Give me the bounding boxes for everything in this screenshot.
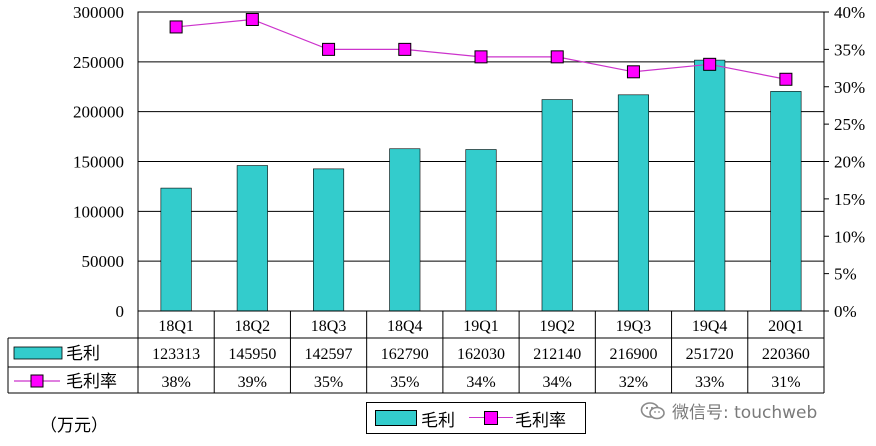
- table-value-rate: 39%: [238, 374, 267, 391]
- bar: [389, 148, 421, 312]
- table-value-bar: 212140: [533, 346, 581, 363]
- y-right-tick-label: 5%: [834, 265, 857, 284]
- y-right-tick-label: 25%: [834, 115, 865, 134]
- line-marker: [779, 72, 793, 86]
- x-tick-label: 19Q2: [539, 318, 575, 335]
- table-value-rate: 35%: [314, 374, 343, 391]
- line-marker: [550, 50, 564, 64]
- watermark: 微信号: touchweb: [640, 398, 817, 423]
- y-left-tick-label: 0: [116, 302, 125, 321]
- line-marker: [245, 12, 259, 26]
- table-value-bar: 123313: [152, 346, 200, 363]
- y-left-tick-label: 150000: [73, 153, 124, 172]
- table-value-bar: 162790: [381, 346, 429, 363]
- table-value-rate: 33%: [695, 374, 724, 391]
- legend-line-swatch: [469, 408, 513, 428]
- table-value-rate: 32%: [619, 374, 648, 391]
- row-bar-swatch: [13, 346, 63, 360]
- y-left-tick-label: 250000: [73, 53, 124, 72]
- x-tick-label: 19Q4: [692, 318, 728, 335]
- y-left-tick-label: 100000: [73, 202, 124, 221]
- table-value-bar: 162030: [457, 346, 505, 363]
- table-value-rate: 35%: [390, 374, 419, 391]
- line-marker: [398, 42, 412, 56]
- y-left-tick-label: 200000: [73, 103, 124, 122]
- table-value-bar: 220360: [762, 346, 810, 363]
- watermark-text: 微信号: touchweb: [672, 403, 818, 423]
- y-right-tick-label: 10%: [834, 227, 865, 246]
- x-tick-label: 18Q2: [235, 318, 271, 335]
- x-tick-label: 18Q3: [311, 318, 347, 335]
- bar: [694, 59, 726, 312]
- row-bar-label: 毛利: [66, 344, 100, 364]
- table-value-bar: 142597: [305, 346, 353, 363]
- bar: [160, 187, 192, 312]
- x-tick-label: 18Q4: [387, 318, 423, 335]
- y-right-tick-label: 0%: [834, 302, 857, 321]
- line-marker: [322, 42, 336, 56]
- row-line-marker: [30, 374, 44, 388]
- legend-bar-label: 毛利: [421, 410, 455, 431]
- line-marker: [169, 20, 183, 34]
- legend-bar-swatch: [375, 410, 417, 426]
- bar: [541, 99, 573, 312]
- y-right-tick-label: 35%: [834, 40, 865, 59]
- table-value-rate: 34%: [466, 374, 495, 391]
- bar: [617, 94, 649, 312]
- legend-line-label: 毛利率: [515, 410, 566, 431]
- unit-label: （万元）: [40, 416, 108, 436]
- line-marker: [626, 65, 640, 79]
- y-right-tick-label: 40%: [834, 3, 865, 22]
- table-value-rate: 31%: [771, 374, 800, 391]
- x-tick-label: 19Q1: [463, 318, 499, 335]
- table-value-bar: 216900: [609, 346, 657, 363]
- bar: [236, 165, 268, 312]
- table-value-rate: 38%: [161, 374, 190, 391]
- y-left-tick-label: 300000: [73, 3, 124, 22]
- bar: [465, 149, 497, 312]
- line-marker: [474, 50, 488, 64]
- bar: [313, 168, 345, 312]
- y-right-tick-label: 20%: [834, 153, 865, 172]
- x-tick-label: 18Q1: [158, 318, 194, 335]
- legend-line-marker: [484, 411, 498, 425]
- bar: [770, 91, 802, 312]
- x-tick-label: 20Q1: [768, 318, 804, 335]
- x-tick-label: 19Q3: [616, 318, 652, 335]
- y-right-tick-label: 30%: [834, 78, 865, 97]
- y-right-tick-label: 15%: [834, 190, 865, 209]
- line-marker: [703, 57, 717, 71]
- y-left-tick-label: 50000: [82, 252, 125, 271]
- chart-legend: 毛利 毛利率: [366, 402, 586, 434]
- table-value-rate: 34%: [543, 374, 572, 391]
- wechat-icon: [640, 401, 665, 419]
- table-value-bar: 145950: [228, 346, 276, 363]
- table-value-bar: 251720: [686, 346, 734, 363]
- row-line-label: 毛利率: [66, 372, 117, 392]
